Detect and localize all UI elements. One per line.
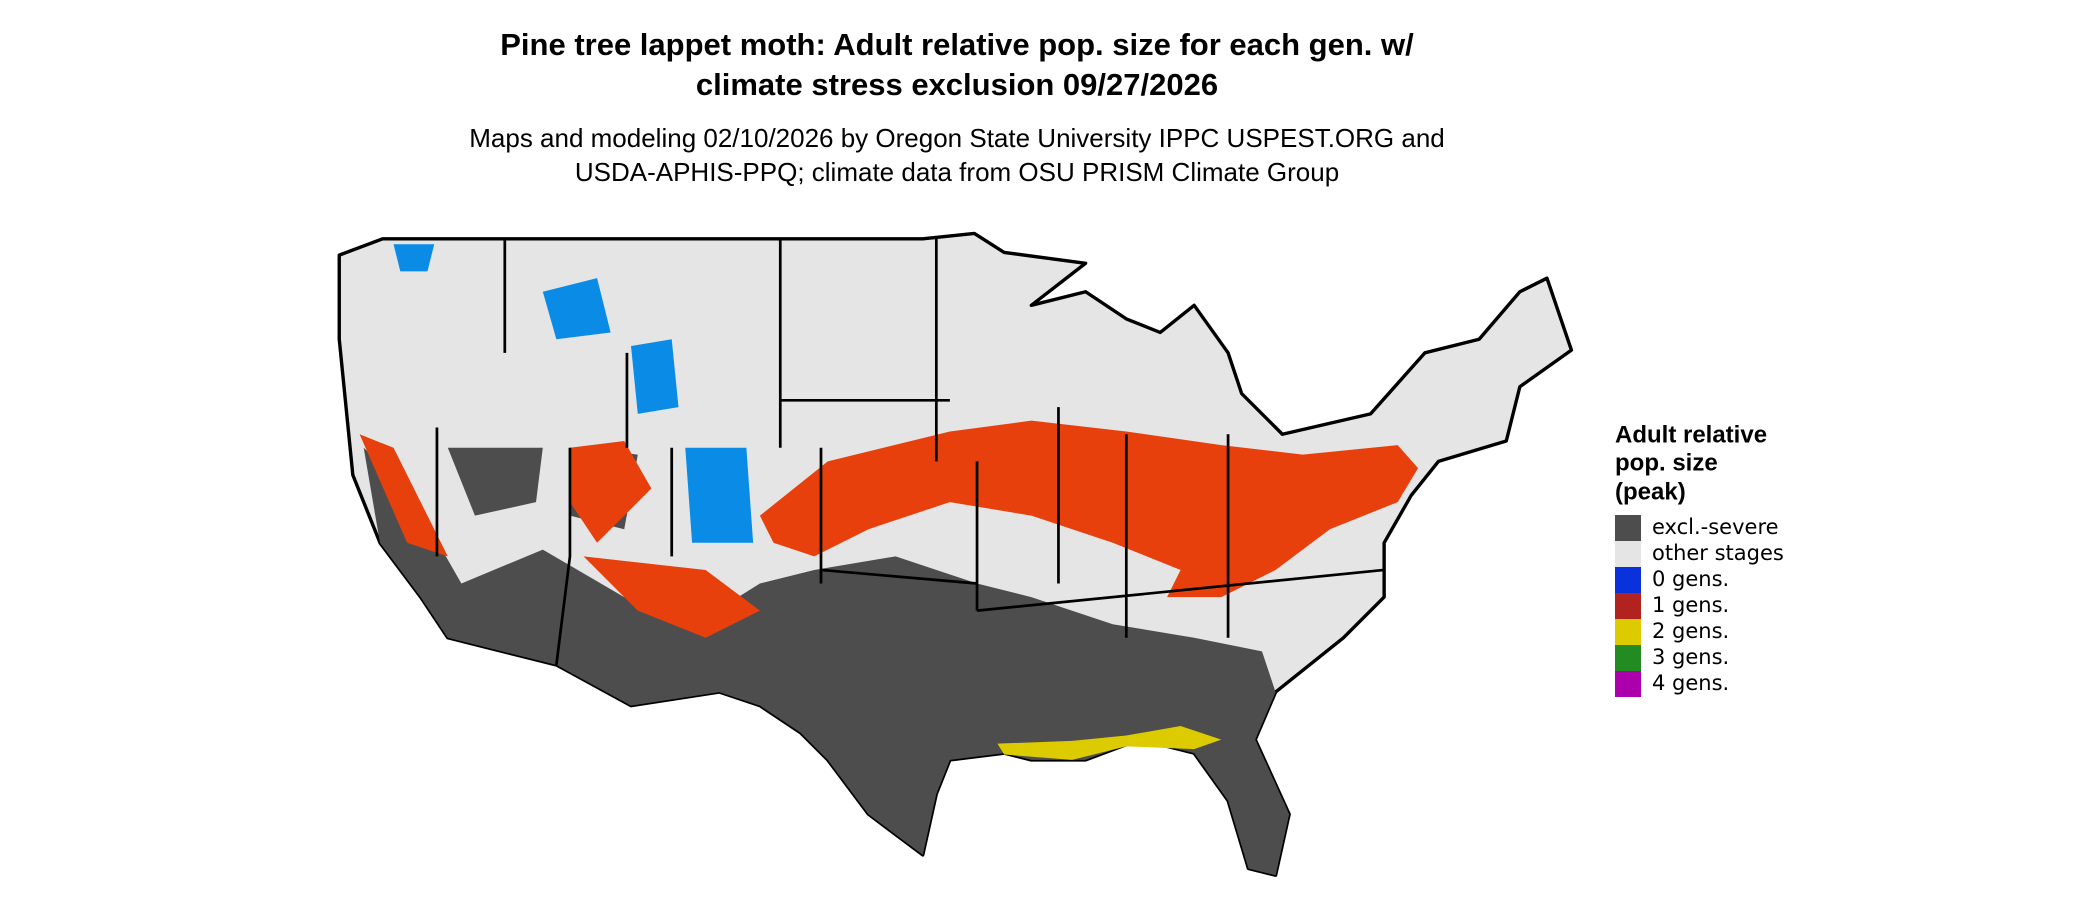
legend-label: 0 gens. xyxy=(1652,567,1729,591)
title-line: Pine tree lappet moth: Adult relative po… xyxy=(500,27,1414,62)
one-gen-region xyxy=(759,420,1419,598)
legend-label: other stages xyxy=(1652,541,1784,565)
one-gen-region xyxy=(359,434,760,638)
subtitle-line: USDA-APHIS-PPQ; climate data from OSU PR… xyxy=(575,157,1339,187)
subtitle-line: Maps and modeling 02/10/2026 by Oregon S… xyxy=(469,123,1445,153)
us-land xyxy=(337,231,1574,877)
legend-swatch xyxy=(1615,645,1641,671)
two-gen-region xyxy=(997,725,1222,760)
legend: Adult relative pop. size (peak) excl.-se… xyxy=(1615,421,1784,697)
legend-title: (peak) xyxy=(1615,478,1686,505)
legend-swatch xyxy=(1615,671,1641,697)
state-lines xyxy=(435,238,1385,666)
legend-title: Adult relative xyxy=(1615,421,1767,448)
legend-label: 1 gens. xyxy=(1652,593,1729,617)
title-line: climate stress exclusion 09/27/2026 xyxy=(696,67,1218,102)
legend-label: 2 gens. xyxy=(1652,619,1729,643)
legend-label: 4 gens. xyxy=(1652,671,1729,695)
excluded-region xyxy=(363,447,1290,876)
legend-swatch xyxy=(1615,515,1641,541)
legend-swatch xyxy=(1615,593,1641,619)
legend-title: pop. size xyxy=(1615,449,1718,476)
zero-gen-region xyxy=(393,244,754,543)
legend-label: excl.-severe xyxy=(1652,515,1779,539)
legend-swatch xyxy=(1615,541,1641,567)
legend-swatch xyxy=(1615,619,1641,645)
map xyxy=(337,231,1574,877)
legend-label: 3 gens. xyxy=(1652,645,1729,669)
legend-swatch xyxy=(1615,567,1641,593)
